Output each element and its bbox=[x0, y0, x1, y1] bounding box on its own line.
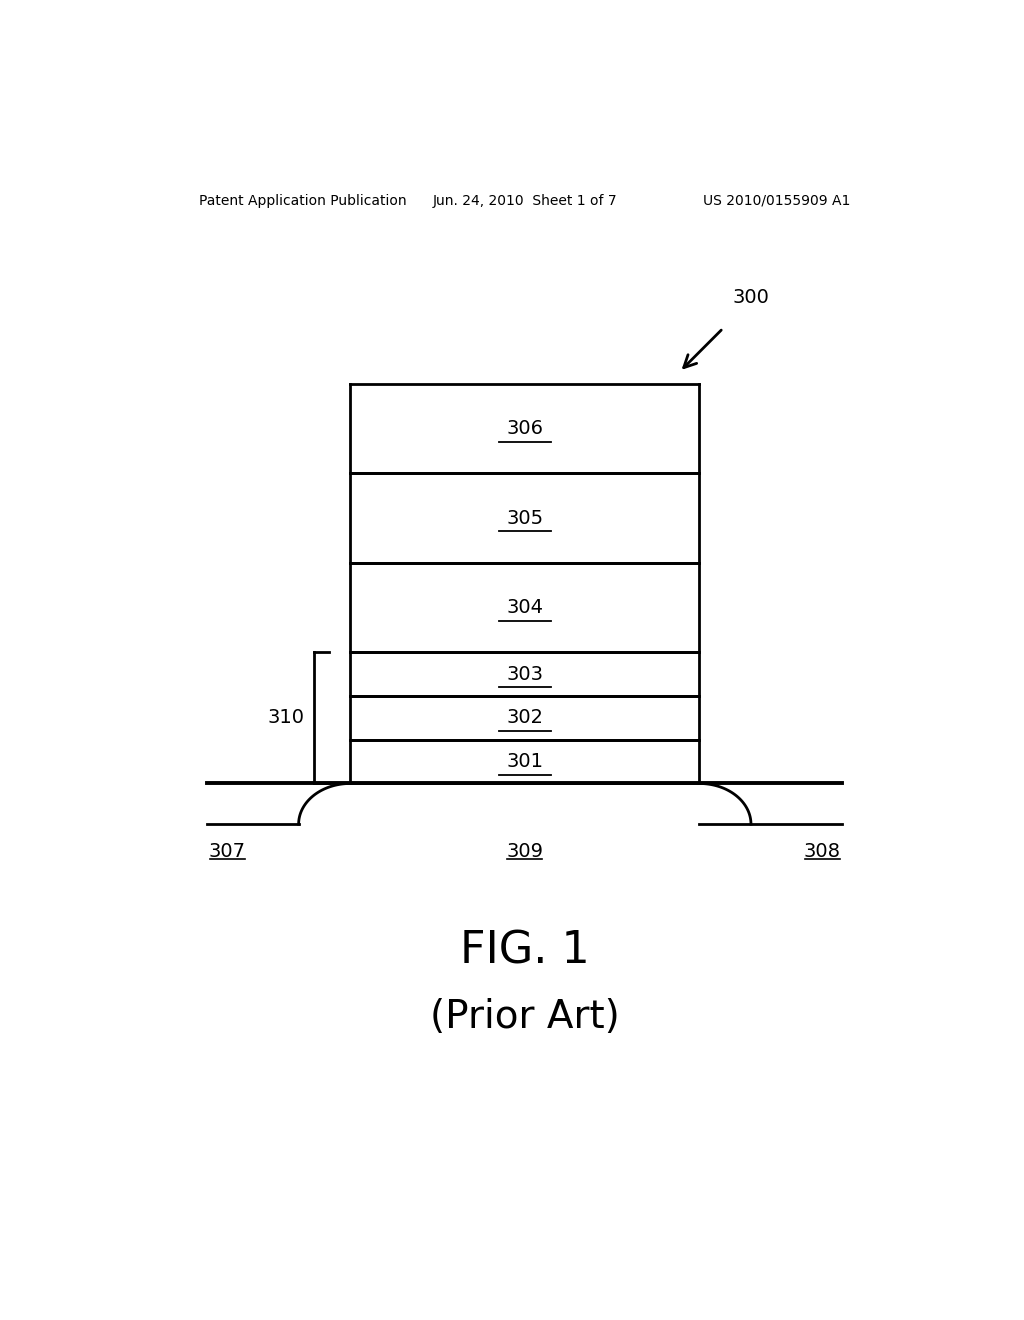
Text: 309: 309 bbox=[506, 842, 544, 862]
Text: FIG. 1: FIG. 1 bbox=[460, 929, 590, 973]
Text: 302: 302 bbox=[506, 709, 544, 727]
Text: Jun. 24, 2010  Sheet 1 of 7: Jun. 24, 2010 Sheet 1 of 7 bbox=[432, 194, 617, 209]
Text: 308: 308 bbox=[804, 842, 841, 862]
Text: 310: 310 bbox=[268, 709, 305, 727]
Text: 301: 301 bbox=[506, 752, 544, 771]
Text: 306: 306 bbox=[506, 420, 544, 438]
Text: (Prior Art): (Prior Art) bbox=[430, 998, 620, 1036]
Text: 305: 305 bbox=[506, 508, 544, 528]
Text: 300: 300 bbox=[732, 288, 769, 308]
Text: Patent Application Publication: Patent Application Publication bbox=[200, 194, 408, 209]
Text: 304: 304 bbox=[506, 598, 544, 618]
Text: 307: 307 bbox=[209, 842, 246, 862]
Text: US 2010/0155909 A1: US 2010/0155909 A1 bbox=[702, 194, 850, 209]
Text: 303: 303 bbox=[506, 665, 544, 684]
